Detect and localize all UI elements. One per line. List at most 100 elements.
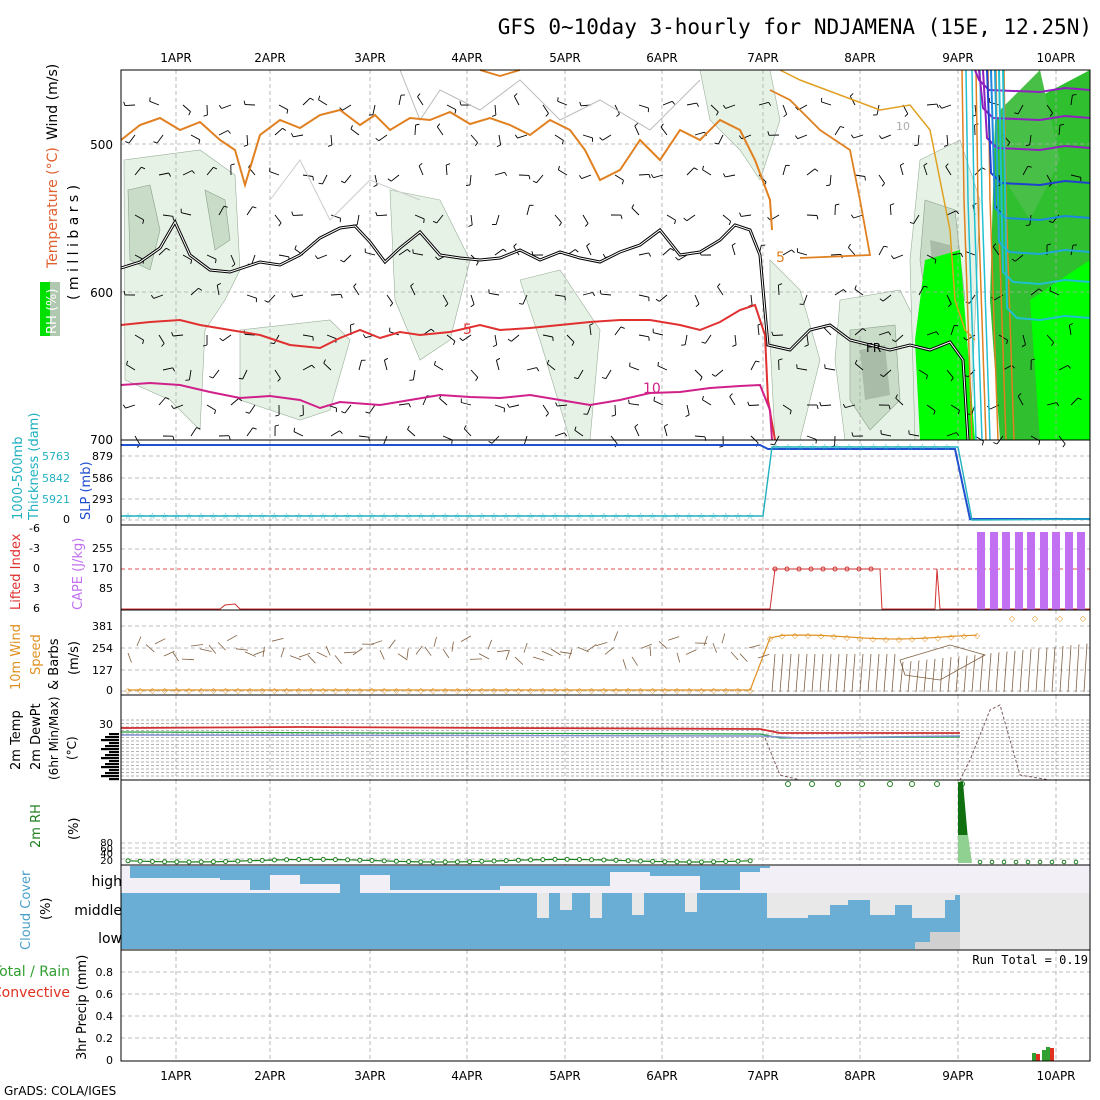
thickness-marker: ☆ [490,512,498,522]
upper-wind-barb [1046,104,1054,114]
wind-speed-marker: ◇ [601,686,608,695]
upper-wind-barb-flag [864,176,866,181]
upper-wind-barb-flag [960,253,964,258]
cloud-high-bar [500,866,610,886]
upper-wind-barb-flag [699,376,703,381]
upper-wind-barb [718,134,724,145]
upper-wind-barb-flag [198,287,203,291]
upper-wind-barb-flag [826,184,831,187]
upper-wind-barb [806,334,809,345]
upper-wind-barb-flag [783,113,787,118]
wind-speed-marker: ◇ [357,686,364,695]
upper-wind-barb [494,248,504,256]
upper-wind-barb-flag [557,165,560,171]
upper-wind-barb-flag [519,303,524,305]
upper-wind-barb-flag [879,298,884,302]
upper-wind-barb [158,334,165,344]
upper-wind-barb [614,104,620,115]
lifted-index-marker [844,566,850,572]
upper-wind-barb-flag [415,123,420,126]
upper-wind-barb-flag [1077,397,1082,401]
upper-wind-barb [686,214,696,222]
thickness-marker: ☆ [478,512,486,522]
rh2m-marker [637,858,643,864]
wind-barb [1051,646,1056,693]
upper-wind-barb [343,254,352,263]
upper-ylabel-rh: RH (%) [45,289,60,334]
upper-wind-barb [242,369,248,380]
upper-wind-barb [536,174,544,183]
upper-wind-barb [829,174,832,186]
bottom-day-labels: 1APR 2APR 3APR 4APR 5APR 6APR 7APR 8APR 9APR 10AP… [160,1069,1075,1083]
wind-speed-marker: ◇ [479,686,486,695]
upper-wind-barb [941,104,952,109]
temp2m-tick-block [109,760,119,763]
lifted-index-line [121,568,1090,610]
upper-wind-barb-flag [914,144,919,147]
cloud-high-bar [700,866,740,890]
upper-wind-barb [918,369,928,376]
upper-wind-barb [638,294,649,298]
temp2m-line [120,726,960,734]
upper-wind-barb-flag [851,432,854,437]
wind-speed-marker: ◇ [198,686,205,695]
upper-wind-barb [172,334,184,337]
upper-wind-barb-flag [513,243,517,247]
upper-wind-barb [772,334,784,336]
upper-wind-barb [302,364,313,371]
upper-wind-barb-flag [290,132,294,138]
upper-wind-barb-flag [586,243,590,247]
upper-wind-barb [246,134,249,146]
upper-wind-barb [407,429,416,437]
dewpoint-marker [934,781,940,787]
upper-wind-barb-flag [168,172,172,177]
upper-wind-barb [344,174,352,184]
wind-barb [915,660,920,693]
upper-wind-barb [797,367,808,371]
wind-barb [460,635,472,642]
upper-wind-barb-flag [883,245,888,248]
upper-wind-barb [834,289,844,296]
upper-wind-barb-flag [408,403,411,408]
steep-contour [979,69,991,441]
wind-barb [190,644,203,647]
thickness-marker: ☆ [624,512,632,522]
wind-ylabel-a: 10m Wind [9,624,24,690]
upper-wind-barb-flag [862,328,867,332]
upper-wind-barb [125,404,136,409]
thickness-marker: ☆ [563,512,571,522]
gray-contour [399,69,701,131]
upper-wind-barb-flag [683,217,688,222]
upper-wind-barb-flag [848,243,851,248]
wind-speed-marker: ◇ [137,686,144,695]
rh2m-marker [711,859,717,865]
upper-wind-barb [273,334,280,344]
rh2m-tick-4: 20 [100,856,113,867]
thickness-marker: ☆ [319,512,327,522]
cloud-gap [632,893,644,915]
upper-ylabel-wind-group: Wind (m/s) [45,64,61,140]
rh2m-marker [1013,859,1019,865]
dewpoint-marker [835,781,841,787]
upper-wind-barb-flag [1031,358,1036,361]
upper-wind-barb-flag [282,127,287,131]
upper-wind-barb [782,249,792,256]
wind-speed-marker: ◇ [883,635,890,644]
upper-wind-barb-flag [506,403,510,408]
wind-barb [730,651,739,661]
upper-wind-barb [666,214,676,221]
upper-wind-barb [554,294,565,297]
upper-wind-barb [629,366,640,371]
upper-wind-barb-flag [1014,112,1019,115]
upper-wind-barb-flag [161,343,165,347]
wind-speed-marker: ◇ [857,634,864,643]
upper-wind-barb [206,167,214,176]
wind-speed-marker: ◇ [870,635,877,644]
upper-wind-barb-flag [717,283,721,287]
slp-ylabel-a-group: 1000-500mb [11,436,26,520]
upper-wind-barb [710,104,719,113]
upper-wind-barb-flag [238,398,243,402]
upper-wind-barb-flag [573,377,579,380]
cloud-mid-bar [767,918,808,949]
wind-tick-2: 254 [92,642,113,655]
